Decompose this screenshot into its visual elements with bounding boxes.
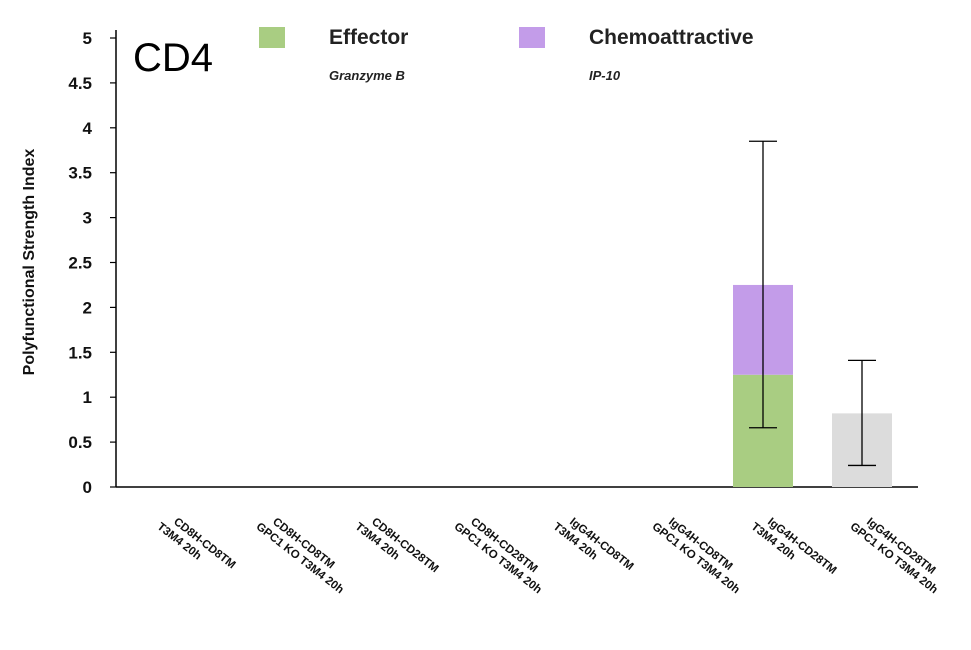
y-tick-label: 0.5 <box>68 433 92 452</box>
legend-swatch-effector <box>259 27 285 48</box>
panel-title: CD4 <box>133 36 213 80</box>
y-axis-label: Polyfunctional Strength Index <box>21 149 38 376</box>
legend: Effector Granzyme B Chemoattractive IP-1… <box>259 26 754 83</box>
y-tick-label: 1.5 <box>68 343 92 362</box>
x-tick-labels: CD8H-CD8TMT3M4 20h CD8H-CD8TMGPC1 KO T3M4… <box>155 510 949 597</box>
x-tick-label: CD8H-CD28TMT3M4 20h <box>353 510 441 587</box>
legend-sublabel-chemoattractive: IP-10 <box>589 68 621 83</box>
y-tick-label: 5 <box>83 29 92 48</box>
legend-sublabel-effector: Granzyme B <box>329 68 405 83</box>
x-tick-label: CD8H-CD8TMGPC1 KO T3M4 20h <box>254 510 355 597</box>
y-tick-label: 3 <box>83 209 92 228</box>
y-tick-label: 3.5 <box>68 164 92 183</box>
y-tick-label: 2.5 <box>68 254 92 273</box>
legend-label-effector: Effector <box>329 26 408 49</box>
x-tick-label: IgG4H-CD8TMT3M4 20h <box>551 510 636 584</box>
legend-label-chemoattractive: Chemoattractive <box>589 26 754 49</box>
bars <box>733 284 892 487</box>
x-tick-label: IgG4H-CD28TMT3M4 20h <box>749 510 839 588</box>
x-tick-label: CD8H-CD8TMT3M4 20h <box>155 510 238 583</box>
y-tick-label: 2 <box>83 298 92 317</box>
error-bars <box>749 140 876 467</box>
legend-swatch-chemoattractive <box>519 27 545 48</box>
x-tick-label: IgG4H-CD28TMGPC1 KO T3M4 20h <box>848 510 949 597</box>
y-tick-label: 4.5 <box>68 74 92 93</box>
y-tick-label: 4 <box>83 119 93 138</box>
x-tick-label: CD8H-CD28TMGPC1 KO T3M4 20h <box>452 510 553 597</box>
y-tick-label: 0 <box>83 478 92 497</box>
y-tick-labels: 0 0.5 1 1.5 2 2.5 3 3.5 4 4.5 5 <box>68 29 92 497</box>
y-tick-label: 1 <box>83 388 92 407</box>
axes <box>110 30 918 488</box>
x-tick-label: IgG4H-CD8TMGPC1 KO T3M4 20h <box>650 510 751 597</box>
